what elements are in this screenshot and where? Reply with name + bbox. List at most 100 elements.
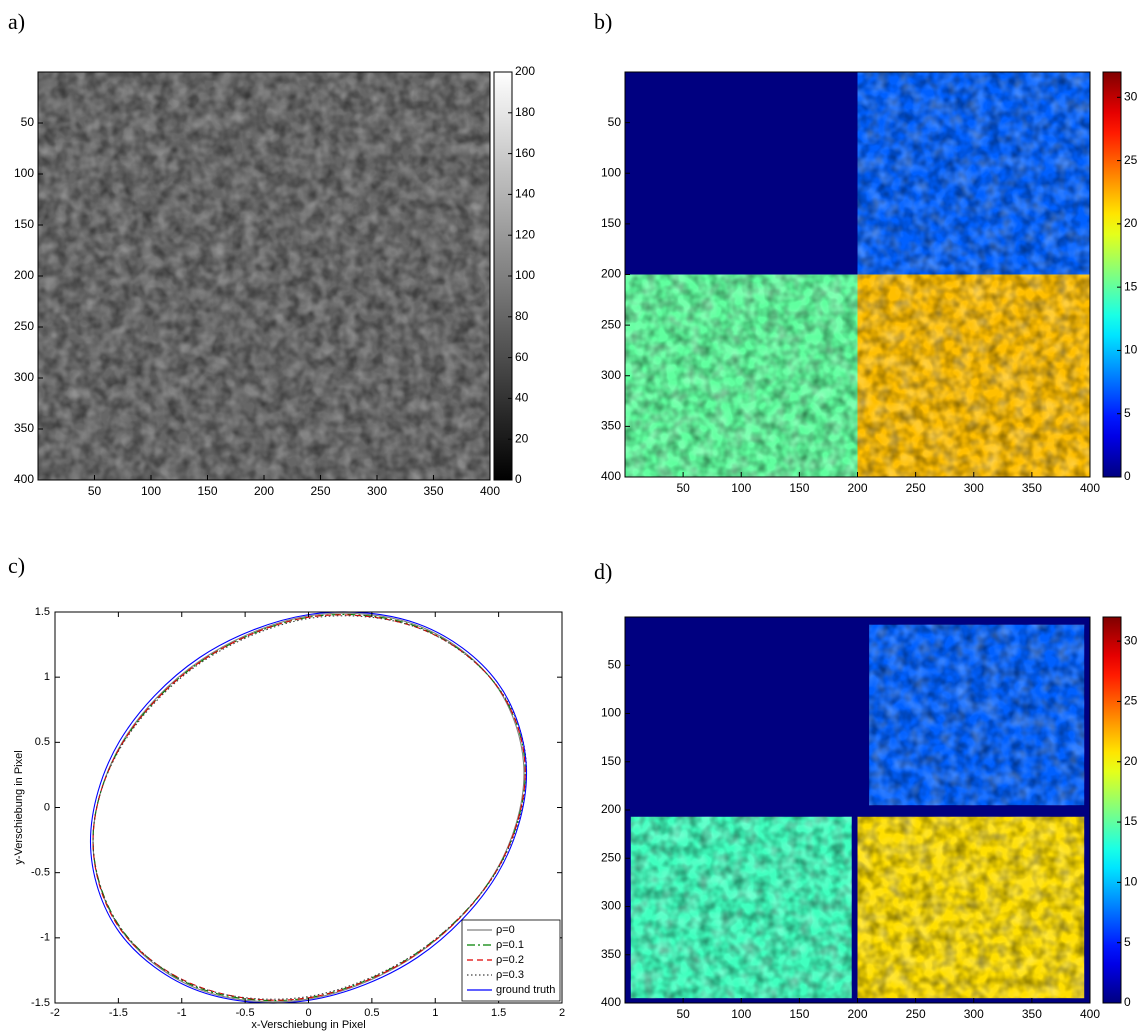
texture [857, 274, 1090, 477]
colorbar-tick-label: 20 [1124, 216, 1138, 230]
y-tick-label: 350 [601, 419, 621, 433]
series-line [92, 615, 528, 1000]
colorbar-tick-label: 10 [1124, 343, 1138, 357]
y-tick-label: 100 [14, 166, 34, 180]
colorbar-tick-label: 80 [515, 309, 529, 323]
y-tick-label: 350 [601, 947, 621, 961]
y-tick-label: 400 [601, 469, 621, 483]
texture [869, 624, 1085, 806]
x-tick-label: 50 [676, 1007, 690, 1021]
y-tick-label: 150 [14, 217, 34, 231]
x-tick-label: 50 [88, 484, 102, 498]
x-tick-label: 400 [1080, 481, 1100, 495]
y-tick-label: 100 [601, 165, 621, 179]
legend-label: ρ=0.2 [496, 954, 524, 966]
texture [625, 274, 858, 477]
x-tick-label: 300 [367, 484, 387, 498]
y-axis-label: y-Verschiebung in Pixel [13, 750, 25, 864]
colorbar-tick-label: 200 [515, 64, 535, 78]
colorbar-tick-label: 160 [515, 146, 535, 160]
y-tick-label: 400 [601, 995, 621, 1009]
x-tick-label: 200 [847, 1007, 867, 1021]
y-tick-label: -0.5 [31, 867, 50, 879]
x-tick-label: 200 [847, 481, 867, 495]
heatmap-cell [625, 72, 858, 275]
colorbar-tick-label: 140 [515, 187, 535, 201]
y-tick-label: 0.5 [35, 736, 50, 748]
colorbar-tick-label: 15 [1124, 814, 1138, 828]
x-tick-label: 1 [432, 1007, 438, 1019]
panel-label: c) [8, 553, 25, 578]
colorbar-tick-label: 40 [515, 391, 529, 405]
x-tick-label: 0.5 [364, 1007, 379, 1019]
x-tick-label: 350 [1022, 1007, 1042, 1021]
y-tick-label: 250 [601, 850, 621, 864]
panel-label: a) [8, 9, 25, 34]
colorbar-tick-label: 15 [1124, 279, 1138, 293]
texture [38, 72, 490, 480]
colorbar-tick-label: 0 [1124, 995, 1131, 1009]
colorbar-tick-label: 25 [1124, 694, 1138, 708]
x-tick-label: 150 [197, 484, 217, 498]
x-tick-label: 1.5 [491, 1007, 506, 1019]
x-tick-label: 250 [310, 484, 330, 498]
colorbar-tick-label: 60 [515, 350, 529, 364]
legend-label: ρ=0 [496, 924, 515, 936]
x-tick-label: 250 [906, 1007, 926, 1021]
y-tick-label: 300 [601, 368, 621, 382]
x-tick-label: 2 [559, 1007, 565, 1019]
colorbar-tick-label: 0 [1124, 469, 1131, 483]
legend-label: ground truth [496, 984, 555, 996]
x-tick-label: 300 [964, 481, 984, 495]
y-tick-label: 300 [14, 370, 34, 384]
colorbar [1102, 616, 1122, 1004]
y-tick-label: 200 [601, 267, 621, 281]
y-tick-label: 50 [608, 657, 622, 671]
y-tick-label: 150 [601, 754, 621, 768]
colorbar-tick-label: 5 [1124, 935, 1131, 949]
x-tick-label: 350 [1022, 481, 1042, 495]
x-tick-label: 100 [731, 481, 751, 495]
colorbar [1102, 71, 1122, 478]
y-tick-label: 50 [608, 115, 622, 129]
y-tick-label: 150 [601, 216, 621, 230]
colorbar-tick-label: 10 [1124, 875, 1138, 889]
panel-label: d) [594, 559, 612, 584]
x-tick-label: 200 [254, 484, 274, 498]
x-tick-label: 400 [1080, 1007, 1100, 1021]
x-tick-label: 150 [789, 481, 809, 495]
y-tick-label: 200 [601, 802, 621, 816]
x-tick-label: 150 [789, 1007, 809, 1021]
series-line [92, 613, 526, 1002]
y-tick-label: 1 [44, 671, 50, 683]
x-tick-label: -2 [50, 1007, 60, 1019]
y-tick-label: 50 [21, 115, 35, 129]
y-tick-label: 0 [44, 801, 50, 813]
texture [630, 816, 852, 999]
texture [857, 72, 1090, 275]
texture [857, 816, 1085, 999]
y-tick-label: 300 [601, 899, 621, 913]
y-tick-label: -1 [40, 932, 50, 944]
colorbar-tick-label: 25 [1124, 153, 1138, 167]
y-tick-label: -1.5 [31, 997, 50, 1009]
x-tick-label: 300 [964, 1007, 984, 1021]
panel-label: b) [594, 9, 612, 34]
series-line [92, 614, 526, 1001]
x-tick-label: 400 [480, 484, 500, 498]
colorbar-tick-label: 180 [515, 105, 535, 119]
x-tick-label: 350 [423, 484, 443, 498]
x-tick-label: -1 [177, 1007, 187, 1019]
y-tick-label: 200 [14, 268, 34, 282]
x-tick-label: -1.5 [109, 1007, 128, 1019]
colorbar-tick-label: 20 [515, 431, 529, 445]
x-tick-label: 100 [141, 484, 161, 498]
x-tick-label: 50 [676, 481, 690, 495]
colorbar-tick-label: 30 [1124, 633, 1138, 647]
x-tick-label: 100 [731, 1007, 751, 1021]
y-tick-label: 100 [601, 706, 621, 720]
legend-label: ρ=0.3 [496, 969, 524, 981]
x-tick-label: 250 [906, 481, 926, 495]
